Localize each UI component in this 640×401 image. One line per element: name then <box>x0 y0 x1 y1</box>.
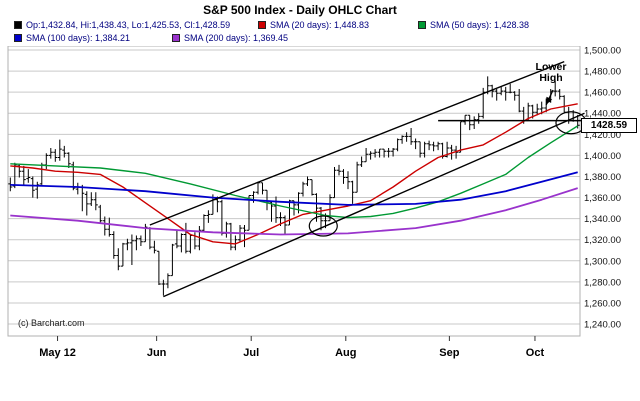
y-tick-label: 1,320.00 <box>584 235 621 246</box>
y-tick-label: 1,300.00 <box>584 256 621 267</box>
legend-swatch-sma50 <box>418 21 426 29</box>
x-tick-label: May 12 <box>39 347 76 359</box>
legend-sma100-label: SMA (100 days): 1,384.21 <box>26 33 131 43</box>
sma100-line <box>10 171 578 206</box>
legend-ohlc: Op:1,432.84, Hi:1,438.43, Lo:1,425.53, C… <box>14 20 230 30</box>
y-tick-label: 1,440.00 <box>584 109 621 120</box>
sma50-line <box>10 125 579 219</box>
y-tick-label: 1,460.00 <box>584 88 621 99</box>
sma200-line <box>10 187 578 236</box>
legend-sma200: SMA (200 days): 1,369.45 <box>172 33 288 43</box>
legend-sma100: SMA (100 days): 1,384.21 <box>14 33 130 43</box>
annotation-lower-high: Lower High <box>535 61 567 84</box>
legend-swatch-sma20 <box>258 21 266 29</box>
channel-lower-trendline <box>163 112 585 298</box>
plot-border <box>7 46 581 337</box>
y-tick-label: 1,260.00 <box>584 298 621 309</box>
y-tick-label: 1,480.00 <box>584 67 621 78</box>
y-tick-label: 1,420.00 <box>584 130 621 141</box>
legend-ohlc-label: Op:1,432.84, Hi:1,438.43, Lo:1,425.53, C… <box>26 20 231 30</box>
y-tick-label: 1,380.00 <box>584 172 621 183</box>
y-tick-label: 1,340.00 <box>584 214 621 225</box>
sma20-line <box>10 103 578 245</box>
y-tick-label: 1,240.00 <box>584 320 621 331</box>
ohlc-chart-canvas: 1,500.00 1,480.00 1,460.00 1,440.00 1,420.00… <box>7 46 621 359</box>
x-tick-label: Aug <box>335 347 356 359</box>
annotation-arrowhead <box>546 96 553 105</box>
watermark: (c) Barchart.com <box>18 318 85 328</box>
x-tick-label: Oct <box>526 347 545 359</box>
x-tick-label: Sep <box>439 347 459 359</box>
chart-title: S&P 500 Index - Daily OHLC Chart <box>203 3 397 17</box>
last-price-label: 1428.59 <box>581 118 637 133</box>
legend-sma50-label: SMA (50 days): 1,428.38 <box>430 20 530 30</box>
y-tick-label: 1,360.00 <box>584 193 621 204</box>
circle-annotation <box>308 215 338 237</box>
legend-sma20-label: SMA (20 days): 1,448.83 <box>270 20 370 30</box>
legend-sma20: SMA (20 days): 1,448.83 <box>258 20 369 30</box>
legend-swatch-sma100 <box>14 34 22 42</box>
y-tick-label: 1,280.00 <box>584 277 621 288</box>
legend-swatch-sma200 <box>172 34 180 42</box>
legend-sma50: SMA (50 days): 1,428.38 <box>418 20 529 30</box>
y-tick-label: 1,400.00 <box>584 151 621 162</box>
y-tick-label: 1,500.00 <box>584 46 621 57</box>
channel-upper-trendline <box>149 60 565 226</box>
legend-swatch-ohlc <box>14 21 22 29</box>
x-tick-label: Jul <box>243 347 259 359</box>
x-tick-label: Jun <box>147 347 167 359</box>
ohlc-bars <box>8 76 580 296</box>
legend-sma200-label: SMA (200 days): 1,369.45 <box>184 33 289 43</box>
